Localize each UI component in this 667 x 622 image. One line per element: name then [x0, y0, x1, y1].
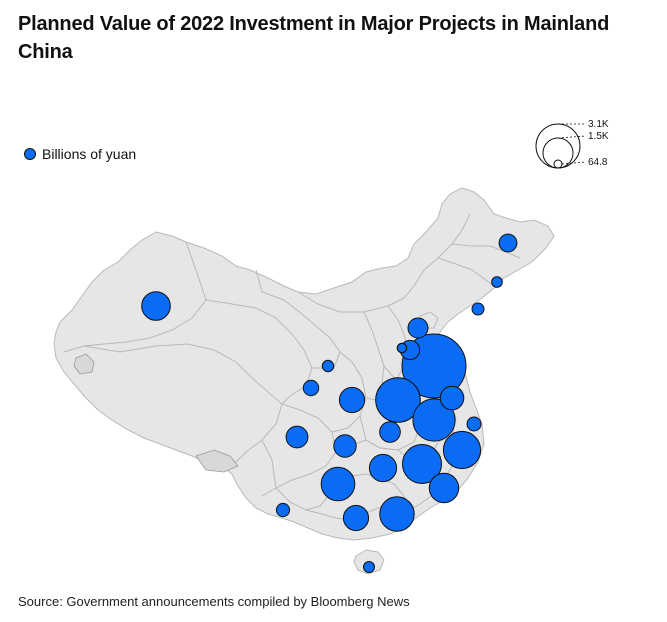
border-northeast-1	[437, 257, 497, 289]
border-northeast-2	[451, 243, 521, 259]
border-sichuan	[261, 403, 337, 497]
data-bubble	[338, 386, 366, 414]
data-bubble	[379, 421, 401, 443]
data-bubble	[471, 302, 485, 316]
china-mainland-shape	[53, 187, 555, 541]
data-bubble	[321, 359, 335, 373]
data-bubble	[141, 291, 171, 321]
size-key: 3.1K 1.5K 64.8	[535, 119, 609, 169]
data-bubble	[275, 502, 291, 518]
disputed-area-west	[73, 353, 95, 375]
data-bubble	[412, 398, 456, 442]
data-bubble	[302, 379, 320, 397]
bubble-layer	[141, 233, 518, 573]
border-xinjiang	[63, 241, 207, 353]
data-bubble	[333, 434, 357, 458]
data-bubble	[402, 444, 442, 484]
legend-label: Billions of yuan	[42, 146, 137, 162]
size-key-small-circle	[553, 159, 563, 169]
data-bubble	[442, 430, 482, 470]
data-bubble	[379, 496, 415, 532]
border-qinghai	[205, 299, 313, 405]
data-bubble	[466, 416, 482, 432]
data-bubble	[491, 276, 503, 288]
size-key-small-label: 64.8	[588, 157, 608, 168]
disputed-areas	[73, 353, 239, 473]
size-key-medium-label: 1.5K	[588, 131, 609, 142]
source-note: Source: Government announcements compile…	[18, 594, 410, 609]
data-bubble	[375, 377, 421, 423]
data-bubble	[363, 561, 375, 573]
disputed-area-south	[195, 449, 239, 473]
border-inner-mongolia	[297, 213, 471, 313]
size-key-large-circle	[535, 123, 581, 169]
data-bubble	[428, 472, 460, 504]
data-bubble	[439, 385, 465, 411]
taiwan-island-shape	[486, 440, 498, 474]
data-bubble	[407, 317, 429, 339]
data-bubble	[368, 453, 398, 483]
size-key-medium-circle	[542, 137, 574, 169]
legend-dot-icon	[24, 148, 36, 160]
data-bubble	[342, 504, 370, 532]
legend: Billions of yuan	[24, 146, 136, 162]
size-key-medium-leader	[557, 135, 587, 139]
size-key-large-label: 3.1K	[588, 119, 609, 130]
data-bubble	[320, 466, 356, 502]
page-title: Planned Value of 2022 Investment in Majo…	[18, 13, 610, 63]
size-key-small-leader	[561, 161, 587, 165]
data-bubble	[285, 425, 309, 449]
border-gansu	[255, 269, 341, 369]
data-bubble	[396, 342, 408, 354]
data-bubble	[498, 233, 518, 253]
